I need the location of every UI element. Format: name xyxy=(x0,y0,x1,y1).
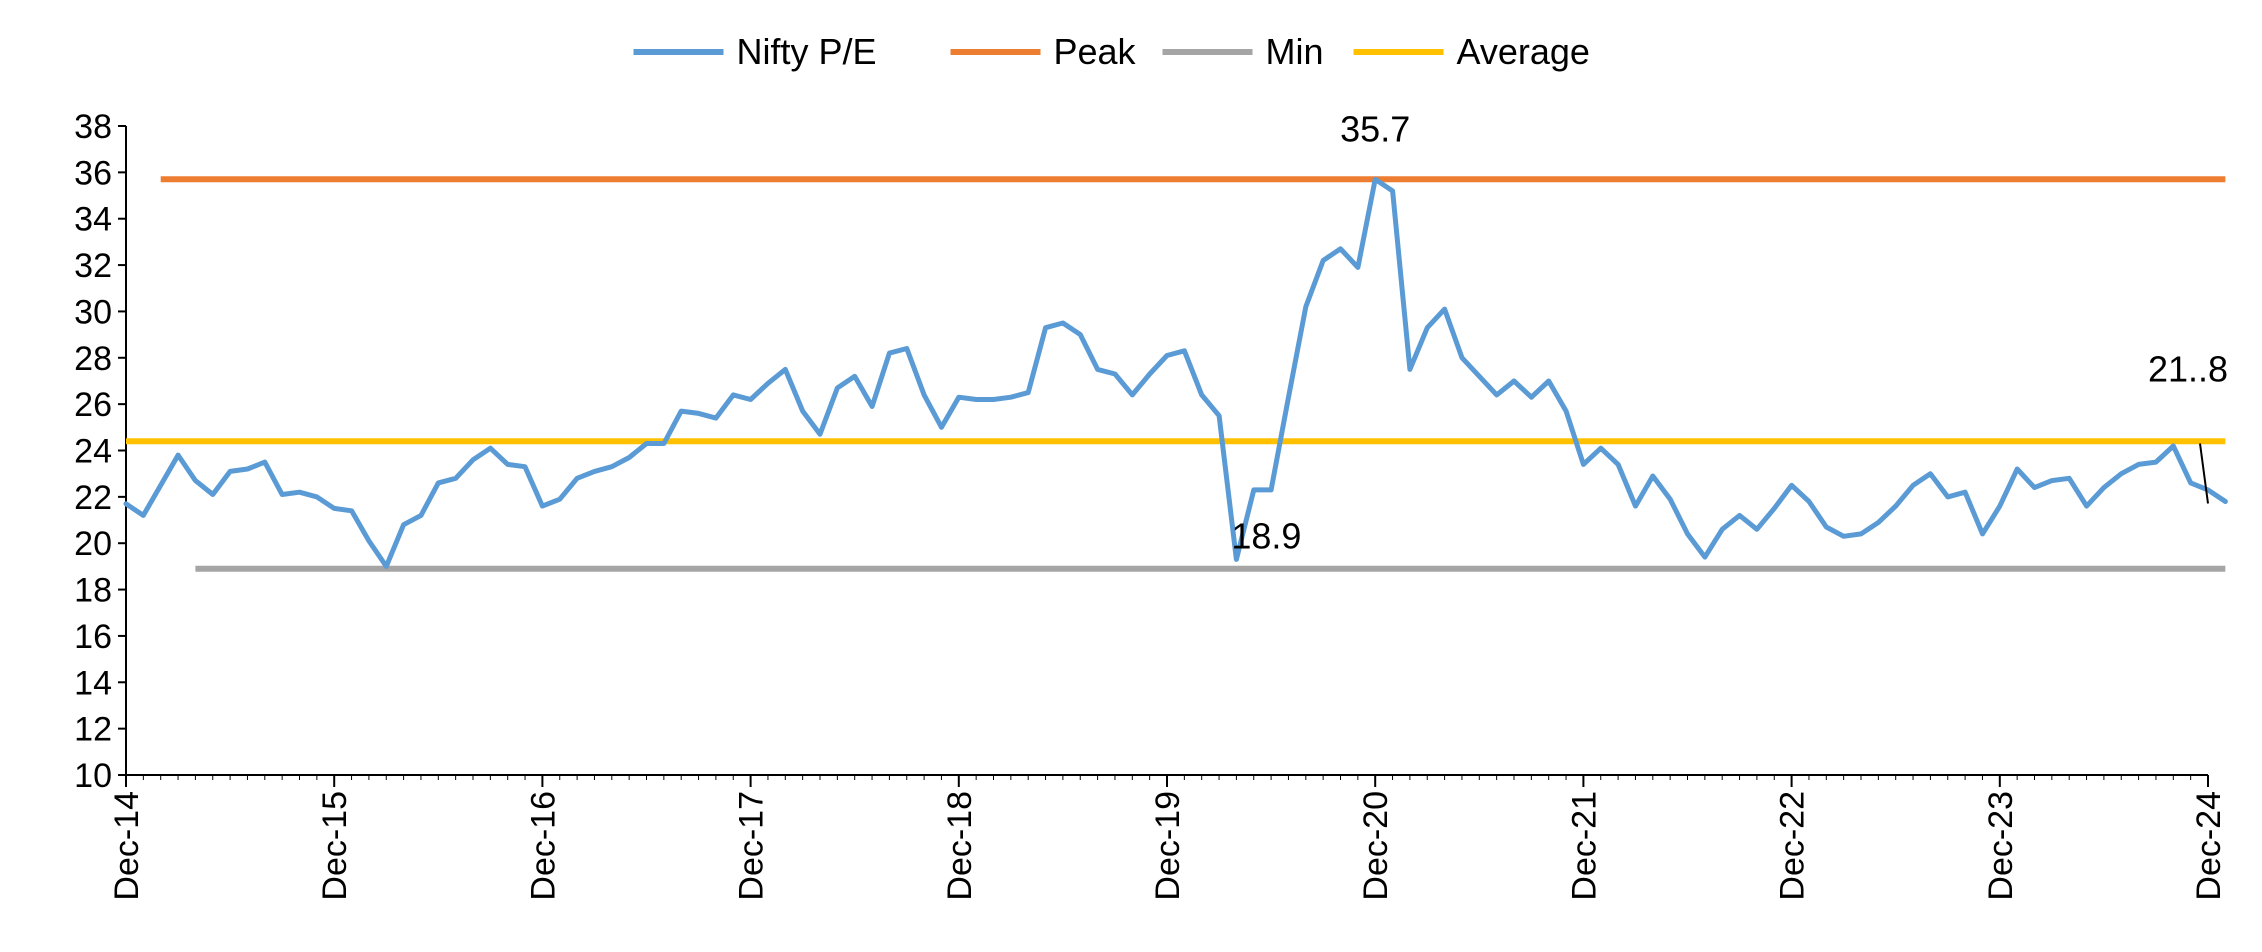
legend-item-nifty-p-e: Nifty P/E xyxy=(633,31,877,72)
y-tick-label: 12 xyxy=(74,711,112,749)
legend-label: Average xyxy=(1457,31,1590,72)
x-tick-label: Dec-17 xyxy=(733,791,771,901)
data-label: 21..8 xyxy=(2148,348,2228,389)
data-label-leader-line xyxy=(2199,443,2209,504)
y-tick-label: 22 xyxy=(74,479,112,517)
series-line-nifty-pe xyxy=(123,176,2228,569)
axes: 10 12 14 16 18 20 22 24 26 28 30 32 34 36 38 Dec-14 Dec-… xyxy=(74,108,2228,901)
x-tick-label: Dec-14 xyxy=(108,791,146,901)
legend-label: Nifty P/E xyxy=(737,31,877,72)
y-tick-label: 28 xyxy=(74,340,112,378)
annotations: 35.7 18.9 21..8 xyxy=(1231,108,2228,556)
y-tick-label: 34 xyxy=(74,201,112,239)
y-tick-label: 38 xyxy=(74,108,112,146)
y-tick-label: 36 xyxy=(74,154,112,192)
legend-label: Min xyxy=(1266,31,1324,72)
y-tick-label: 26 xyxy=(74,386,112,424)
legend-item-peak: Peak xyxy=(950,31,1137,72)
x-tick-label: Dec-16 xyxy=(524,791,562,901)
y-tick-label: 14 xyxy=(74,664,112,702)
y-tick-label: 20 xyxy=(74,525,112,563)
y-tick-label: 24 xyxy=(74,433,112,471)
x-tick-label: Dec-20 xyxy=(1357,791,1395,901)
x-tick-label: Dec-24 xyxy=(2190,791,2228,901)
legend-item-min: Min xyxy=(1162,31,1324,72)
reference-lines xyxy=(126,176,2226,572)
y-tick-label: 10 xyxy=(74,757,112,795)
legend: Nifty P/E Peak Min Average xyxy=(633,31,1590,72)
x-tick-label: Dec-18 xyxy=(941,791,979,901)
y-tick-label: 18 xyxy=(74,572,112,610)
series xyxy=(123,176,2228,569)
y-tick-label: 16 xyxy=(74,618,112,656)
x-tick-label: Dec-21 xyxy=(1565,791,1603,901)
x-tick-label: Dec-19 xyxy=(1149,791,1187,901)
legend-label: Peak xyxy=(1054,31,1137,72)
x-tick-label: Dec-15 xyxy=(316,791,354,901)
y-tick-label: 32 xyxy=(74,247,112,285)
x-tick-label: Dec-22 xyxy=(1774,791,1812,901)
y-tick-label: 30 xyxy=(74,293,112,331)
x-tick-label: Dec-23 xyxy=(1982,791,2020,901)
legend-item-average: Average xyxy=(1353,31,1590,72)
data-label: 18.9 xyxy=(1231,516,1301,557)
data-label: 35.7 xyxy=(1340,108,1410,149)
